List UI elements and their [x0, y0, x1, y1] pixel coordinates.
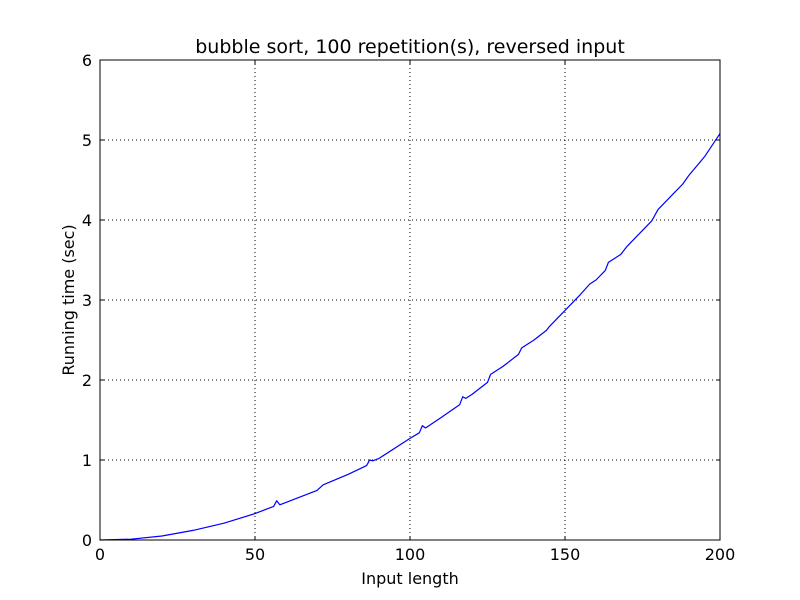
grid [99, 59, 721, 541]
chart-title: bubble sort, 100 repetition(s), reversed… [195, 36, 625, 58]
x-tick-label: 0 [95, 545, 105, 564]
y-tick-label: 0 [82, 531, 92, 550]
y-axis-label: Running time (sec) [59, 224, 78, 375]
y-tick-label: 1 [82, 451, 92, 470]
x-tick-label: 50 [245, 545, 265, 564]
y-tick-label: 6 [82, 51, 92, 70]
x-tick-label: 150 [550, 545, 581, 564]
x-tick-label: 200 [705, 545, 736, 564]
axes: 0 50 100 150 200 0 1 2 3 4 5 6 [82, 51, 735, 564]
y-tick-label: 5 [82, 131, 92, 150]
y-tick-label: 2 [82, 371, 92, 390]
series-line [99, 133, 721, 541]
y-tick-label: 4 [82, 211, 92, 230]
plot-area [99, 133, 721, 541]
x-axis-label: Input length [361, 569, 459, 588]
y-tick-label: 3 [82, 291, 92, 310]
x-tick-label: 100 [395, 545, 426, 564]
